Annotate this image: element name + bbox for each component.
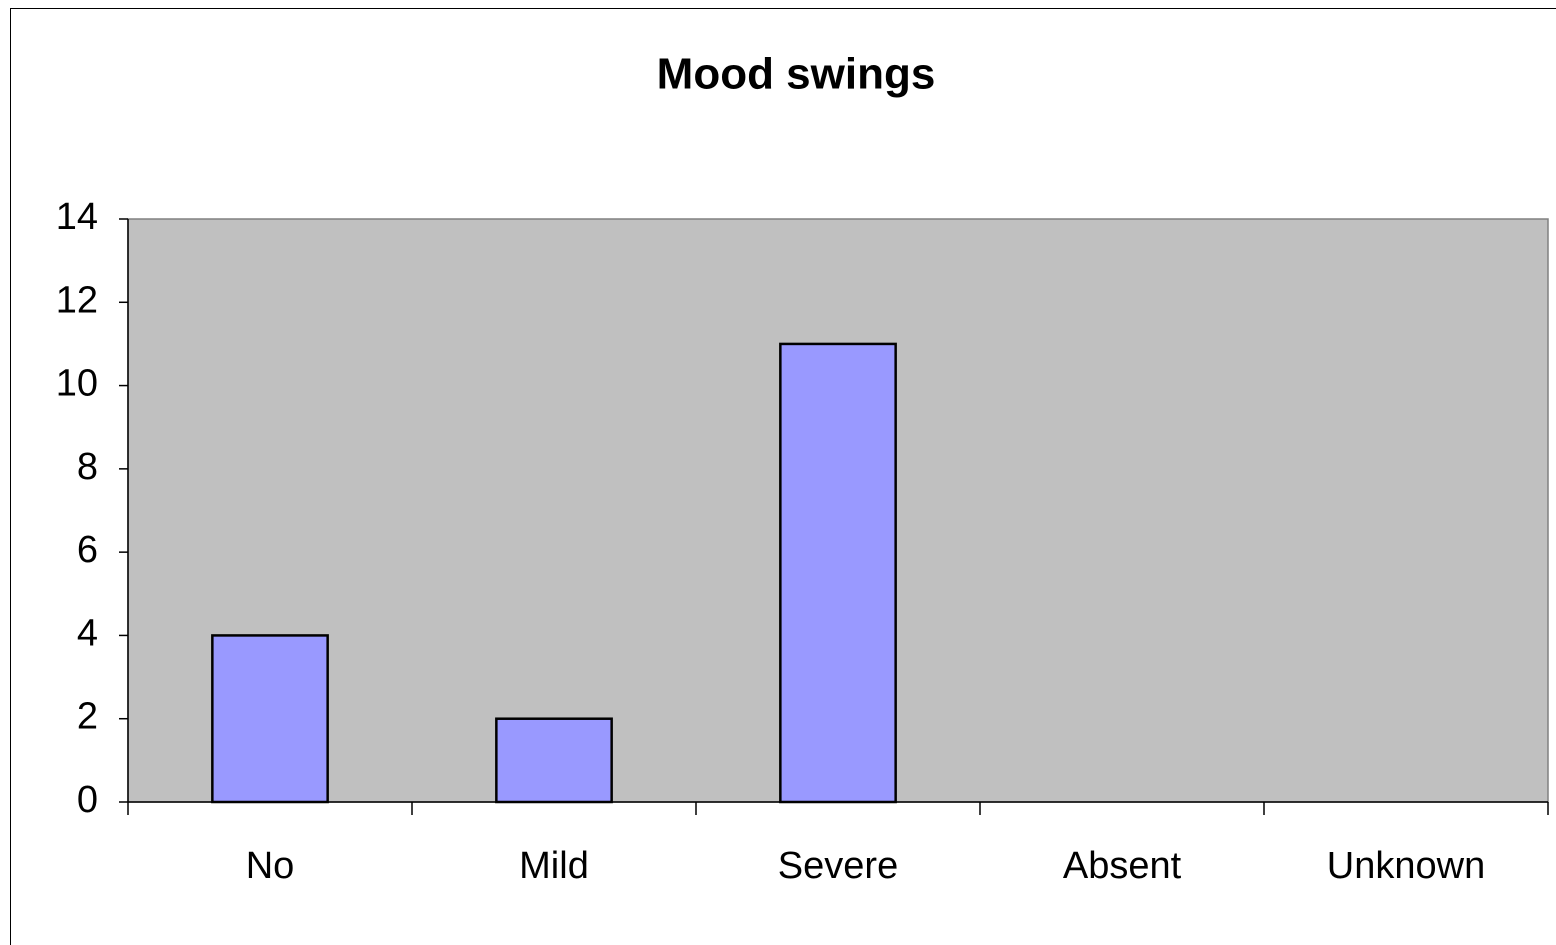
y-tick-label: 12 bbox=[56, 279, 98, 321]
bar bbox=[779, 342, 897, 804]
y-tick-label: 2 bbox=[77, 696, 98, 738]
y-tick-label: 8 bbox=[77, 446, 98, 488]
y-tick-label: 6 bbox=[77, 529, 98, 571]
x-tick-label: Absent bbox=[1063, 845, 1182, 887]
bar bbox=[495, 717, 613, 804]
x-tick-label: No bbox=[246, 845, 295, 887]
y-tick-label: 14 bbox=[56, 196, 98, 238]
y-tick-label: 10 bbox=[56, 363, 98, 405]
bar bbox=[211, 634, 329, 804]
x-tick-label: Mild bbox=[519, 845, 589, 887]
x-tick-label: Severe bbox=[778, 845, 898, 887]
y-tick-label: 4 bbox=[77, 612, 98, 654]
x-tick-label: Unknown bbox=[1327, 845, 1485, 887]
y-tick-label: 0 bbox=[77, 779, 98, 821]
chart-title: Mood swings bbox=[657, 50, 936, 99]
